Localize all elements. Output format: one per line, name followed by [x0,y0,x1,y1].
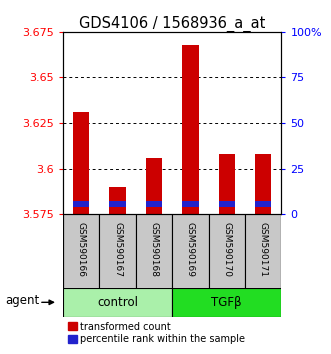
Bar [255,201,271,207]
Bar [73,201,89,207]
Legend: transformed count, percentile rank within the sample: transformed count, percentile rank withi… [68,322,245,344]
Text: GSM590166: GSM590166 [76,222,86,277]
Bar [63,214,99,289]
Bar [73,112,89,214]
Bar [172,214,209,289]
Bar [99,214,136,289]
Text: TGFβ: TGFβ [212,296,242,309]
Bar [245,214,281,289]
Bar [218,154,235,214]
Bar [182,201,199,207]
Text: agent: agent [5,295,39,307]
Text: GSM590171: GSM590171 [259,222,268,277]
Text: GSM590169: GSM590169 [186,222,195,277]
Bar [146,158,162,214]
Bar [109,201,126,207]
Bar [255,154,271,214]
Bar [209,214,245,289]
Bar [136,214,172,289]
Bar [218,201,235,207]
Bar [146,201,162,207]
Bar [109,187,126,214]
Bar [172,288,281,317]
Text: GSM590170: GSM590170 [222,222,231,277]
Bar [63,288,172,317]
Text: GSM590168: GSM590168 [149,222,159,277]
Title: GDS4106 / 1568936_a_at: GDS4106 / 1568936_a_at [79,16,265,32]
Text: GSM590167: GSM590167 [113,222,122,277]
Text: control: control [97,296,138,309]
Bar [182,45,199,214]
